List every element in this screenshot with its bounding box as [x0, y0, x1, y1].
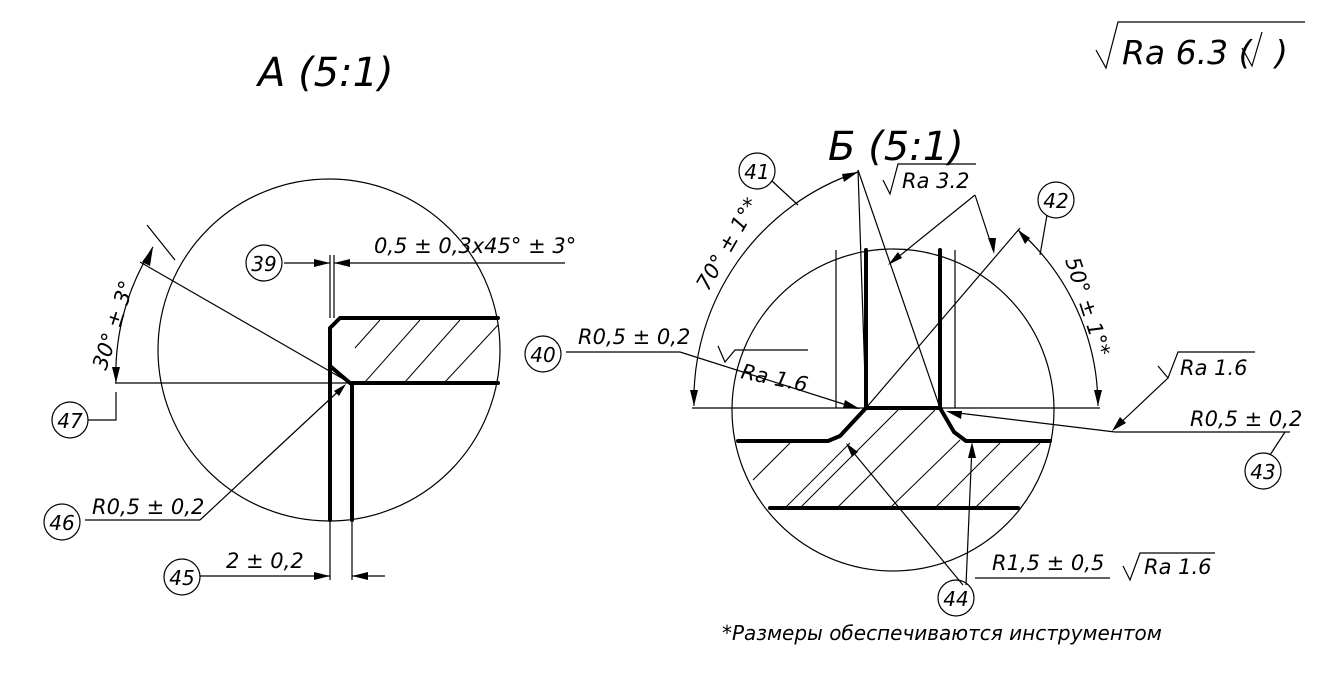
- callout-46: 46: [49, 511, 74, 535]
- view-a-chamfer-dim: 0,5 ± 0,3x45° ± 3°: [374, 234, 576, 258]
- view-b-angle-left-arc: [693, 171, 859, 407]
- view-b-roughness-bottom: Ra 1.6: [1144, 555, 1212, 579]
- view-b-radius-left: R0,5 ± 0,2: [578, 325, 690, 349]
- view-a-radius-dim: R0,5 ± 0,2: [92, 495, 204, 519]
- callout-43: 43: [1250, 460, 1275, 484]
- callout-40: 40: [530, 343, 555, 367]
- callout-41: 41: [744, 160, 769, 184]
- view-b-roughness-right: Ra 1.6: [1180, 356, 1248, 380]
- view-b-boundary-circle: [731, 248, 1055, 572]
- callout-43-circle: [1244, 452, 1282, 490]
- callout-45: 45: [169, 566, 194, 590]
- general-roughness-symbol: Ra 6.3 ( ): [1095, 21, 1305, 72]
- view-b-roughness-left: Ra 1.6: [739, 359, 810, 397]
- callout-46-circle: [43, 503, 81, 541]
- callout-47: 47: [57, 409, 83, 433]
- view-a: 0,5 ± 0,3x45° ± 3° 39 30° ± 3° 47 R0,5 ±…: [43, 178, 576, 596]
- callout-39-circle: [245, 244, 283, 282]
- footnote: *Размеры обеспечиваются инструментом: [722, 621, 1162, 645]
- view-b-angle-right-dim: 50° ± 1°*: [1060, 254, 1115, 359]
- callout-45-circle: [163, 558, 201, 596]
- callout-44: 44: [943, 587, 968, 611]
- view-b-angle-left-dim: 70° ± 1°*: [692, 194, 764, 295]
- view-b-part-contour: [736, 406, 1052, 443]
- view-b: 70° ± 1°* 41 50° ± 1°* 42 Ra 3.2 Ra 1.6 …: [524, 152, 1302, 617]
- view-b-title: Б (5:1): [828, 124, 964, 170]
- view-a-thickness-dim: 2 ± 0,2: [226, 549, 304, 573]
- view-b-roughness-top: Ra 3.2: [902, 169, 970, 193]
- callout-39: 39: [251, 252, 276, 276]
- view-a-title: A (5:1): [255, 50, 394, 96]
- callout-42-circle: [1037, 181, 1075, 219]
- callout-40-circle: [524, 335, 562, 373]
- roughness-check-icon: [1241, 31, 1263, 68]
- callout-41-circle: [738, 152, 776, 190]
- view-b-radius-right: R0,5 ± 0,2: [1190, 407, 1302, 431]
- callout-42: 42: [1043, 189, 1068, 213]
- view-a-part-contour: [328, 316, 500, 522]
- view-b-angle-right-arc: [1017, 229, 1099, 407]
- view-b-radius-bottom: R1,5 ± 0,5: [992, 551, 1104, 575]
- general-roughness-close: ): [1272, 33, 1288, 72]
- general-roughness-label: Ra 6.3 (: [1122, 33, 1254, 72]
- callout-44-circle: [937, 579, 975, 617]
- view-a-angle-dim: 30° ± 3°: [88, 278, 139, 373]
